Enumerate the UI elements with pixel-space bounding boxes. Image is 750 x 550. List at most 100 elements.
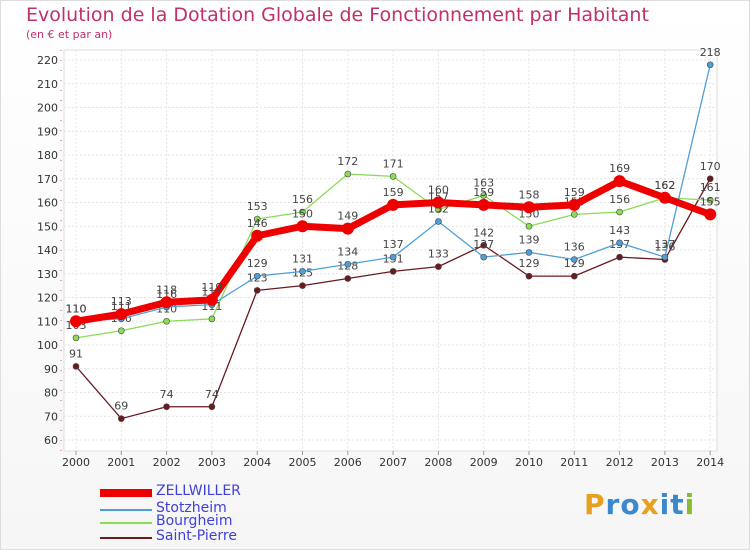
- data-point: [205, 293, 218, 306]
- data-point: [115, 308, 128, 321]
- y-tick-label: 150: [37, 220, 58, 233]
- legend-label-stotzheim: Stotzheim: [156, 500, 227, 516]
- data-label: 116: [156, 288, 177, 301]
- chart-title: Evolution de la Dotation Globale de Fonc…: [26, 4, 649, 26]
- y-tick-label: 210: [37, 78, 58, 91]
- y-tick-label: 80: [44, 387, 58, 400]
- data-point: [299, 282, 306, 289]
- data-point: [616, 208, 623, 216]
- data-point: [72, 363, 80, 370]
- data-label: 91: [69, 347, 83, 360]
- data-label: 171: [383, 157, 404, 170]
- data-point: [344, 275, 352, 282]
- data-point: [299, 268, 306, 275]
- x-tick-label: 2006: [334, 456, 362, 469]
- data-label: 113: [111, 295, 132, 308]
- data-point: [706, 196, 714, 204]
- data-point: [477, 198, 490, 211]
- data-label: 170: [700, 160, 721, 173]
- data-point: [480, 192, 488, 199]
- data-point: [387, 198, 400, 211]
- y-tick-label: 100: [37, 339, 58, 352]
- data-label: 129: [247, 257, 268, 270]
- data-point: [480, 241, 488, 249]
- data-label: 133: [428, 248, 449, 261]
- logo-letter: r: [605, 488, 621, 521]
- legend-swatch-zellwiller: [100, 489, 152, 497]
- x-tick-label: 2013: [651, 456, 679, 469]
- data-label: 74: [160, 388, 174, 401]
- x-tick-label: 2003: [198, 456, 226, 469]
- data-point: [389, 253, 397, 261]
- data-label: 139: [519, 233, 540, 246]
- data-label: 110: [66, 302, 87, 315]
- data-label: 134: [337, 245, 358, 258]
- data-point: [435, 263, 442, 270]
- data-point: [661, 253, 669, 261]
- data-label: 136: [564, 241, 585, 254]
- data-label: 137: [473, 238, 494, 251]
- x-tick-label: 2012: [606, 456, 634, 469]
- data-label: 218: [700, 46, 721, 59]
- data-point: [480, 253, 488, 261]
- data-label: 163: [473, 176, 494, 189]
- y-tick-label: 60: [44, 434, 58, 447]
- y-tick-label: 140: [37, 244, 58, 257]
- data-point: [118, 327, 125, 335]
- x-tick-label: 2005: [289, 456, 317, 469]
- x-tick-label: 2000: [62, 456, 90, 469]
- data-label: 142: [473, 226, 494, 239]
- data-point: [389, 173, 397, 180]
- y-tick-label: 190: [37, 125, 58, 138]
- legend-swatch-bourgheim: [100, 522, 152, 524]
- y-tick-label: 90: [44, 363, 58, 376]
- data-point: [706, 175, 714, 183]
- y-tick-label: 110: [37, 315, 58, 328]
- y-tick-label: 220: [37, 54, 58, 67]
- logo-letter: x: [640, 488, 660, 521]
- data-label: 118: [156, 283, 177, 296]
- data-point: [568, 198, 581, 211]
- data-label: 169: [609, 162, 630, 175]
- legend-label-zellwiller: ZELLWILLER: [156, 483, 241, 499]
- data-point: [613, 175, 626, 188]
- data-label: 129: [564, 257, 585, 270]
- data-point: [72, 334, 80, 342]
- data-point: [616, 253, 623, 261]
- data-point: [296, 220, 309, 233]
- data-point: [341, 222, 354, 235]
- data-label: 119: [201, 281, 222, 294]
- data-label: 136: [654, 241, 675, 254]
- data-label: 131: [292, 252, 313, 265]
- x-tick-label: 2014: [696, 456, 724, 469]
- x-tick-label: 2007: [379, 456, 407, 469]
- x-tick-label: 2008: [424, 456, 452, 469]
- data-point: [525, 249, 533, 256]
- data-point: [163, 317, 170, 325]
- y-tick-label: 130: [37, 268, 58, 281]
- data-point: [435, 218, 442, 225]
- data-label: 149: [337, 210, 358, 223]
- data-point: [208, 315, 216, 323]
- data-point: [251, 229, 264, 242]
- y-tick-label: 160: [37, 197, 58, 210]
- data-point: [299, 208, 306, 216]
- x-tick-label: 2001: [107, 456, 135, 469]
- logo-letter: o: [620, 488, 641, 521]
- data-point: [253, 272, 261, 280]
- logo-letter: t: [670, 488, 685, 521]
- y-tick-label: 200: [37, 102, 58, 115]
- data-label: 162: [654, 179, 675, 192]
- data-point: [570, 211, 578, 218]
- data-point: [523, 201, 535, 214]
- y-tick-label: 180: [37, 149, 58, 162]
- data-point: [706, 61, 714, 69]
- data-point: [344, 260, 352, 268]
- data-point: [160, 296, 173, 309]
- x-tick-label: 2004: [243, 456, 271, 469]
- x-tick-label: 2011: [560, 456, 588, 469]
- data-label: 159: [383, 186, 404, 199]
- data-point: [389, 268, 397, 275]
- proxiti-logo: Proxiti: [584, 488, 695, 521]
